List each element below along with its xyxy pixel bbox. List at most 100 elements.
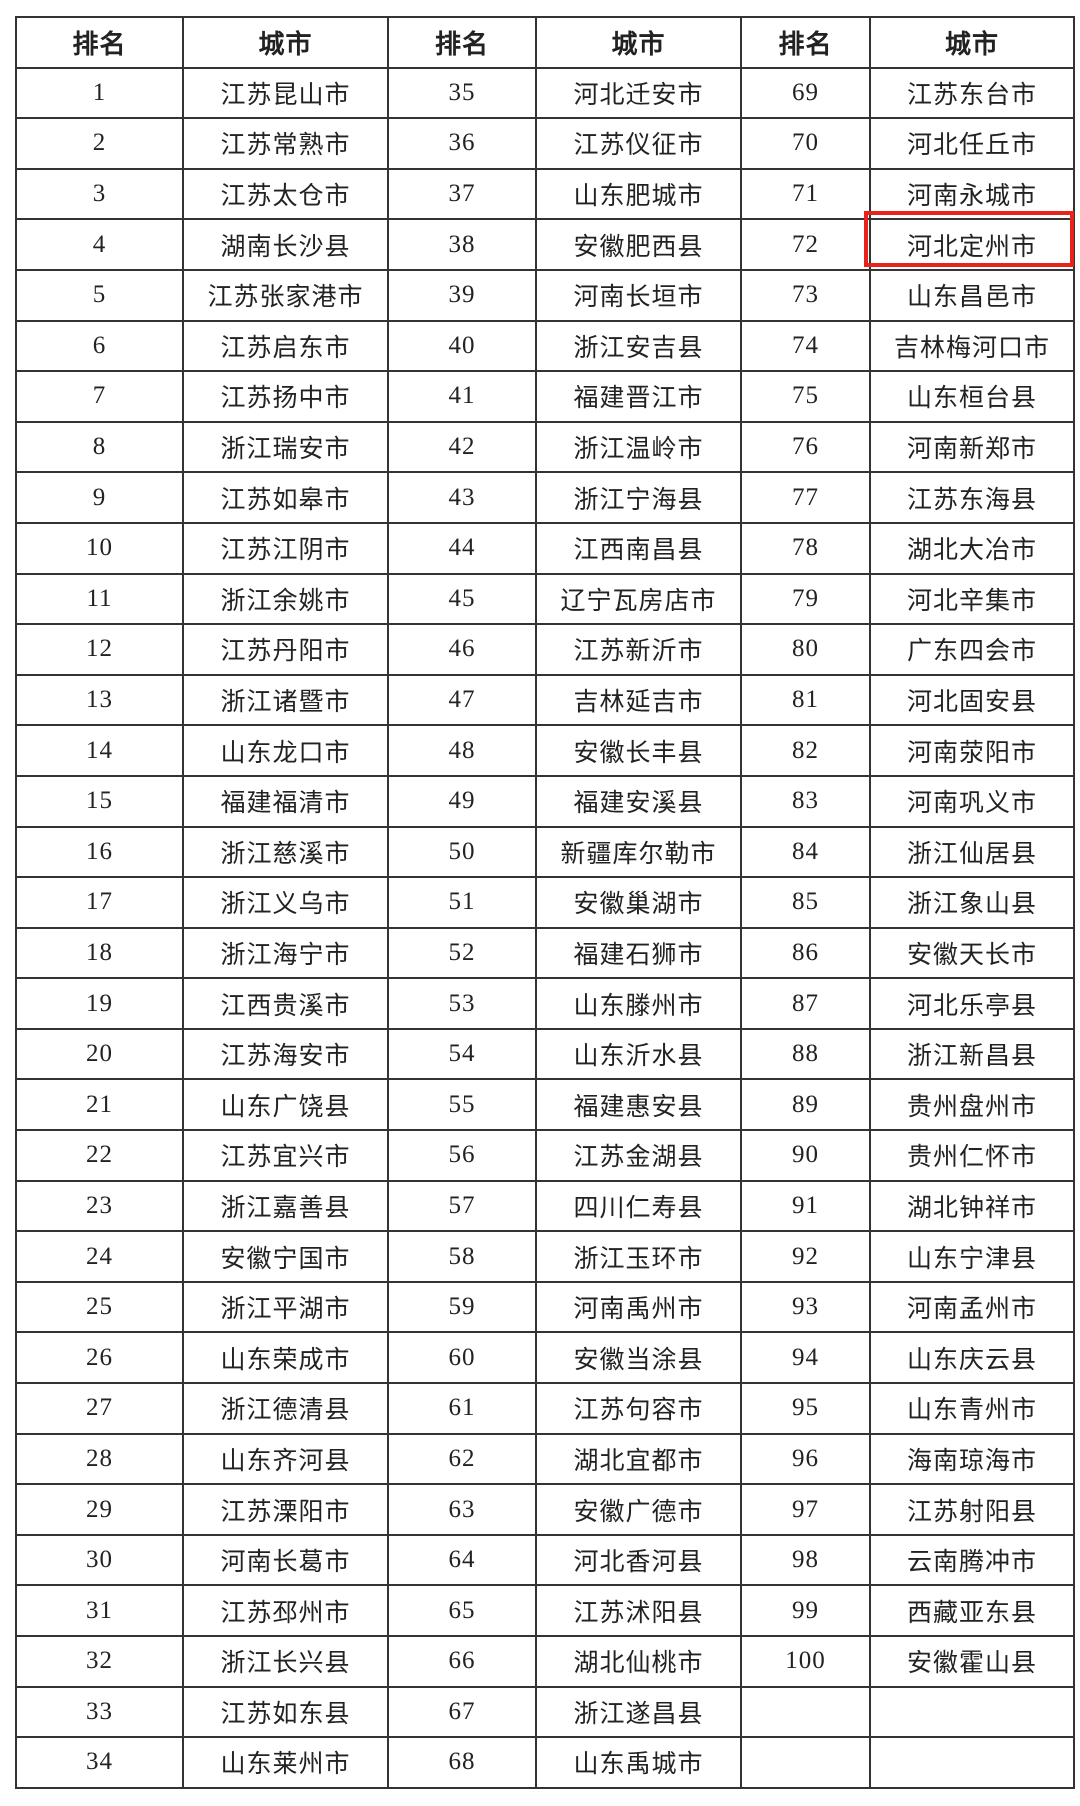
table-row: 5 江苏张家港市 39 河南长垣市 73 山东昌邑市 xyxy=(15,268,1075,322)
city-cell: 浙江仙居县 xyxy=(869,825,1075,879)
table-row: 10 江苏江阴市 44 江西南昌县 78 湖北大冶市 xyxy=(15,521,1075,575)
city-cell: 安徽肥西县 xyxy=(535,218,742,271)
city-cell: 浙江海宁市 xyxy=(182,926,389,980)
city-cell: 浙江温岭市 xyxy=(535,420,742,474)
city-cell: 江西南昌县 xyxy=(535,521,742,575)
city-cell: 河南荥阳市 xyxy=(869,724,1075,777)
table-row: 21 山东广饶县 55 福建惠安县 89 贵州盘州市 xyxy=(15,1078,1075,1132)
rank-cell: 63 xyxy=(387,1483,537,1536)
rank-cell: 10 xyxy=(15,521,184,575)
city-cell: 河南长垣市 xyxy=(535,268,742,322)
rank-cell: 97 xyxy=(740,1483,871,1536)
city-cell: 安徽长丰县 xyxy=(535,724,742,777)
city-cell: 江苏启东市 xyxy=(182,319,389,373)
city-cell: 山东沂水县 xyxy=(535,1027,742,1081)
rank-cell: 24 xyxy=(15,1230,184,1283)
table-row: 8 浙江瑞安市 42 浙江温岭市 76 河南新郑市 xyxy=(15,420,1075,474)
city-cell: 贵州盘州市 xyxy=(869,1078,1075,1132)
city-cell: 安徽天长市 xyxy=(869,926,1075,980)
header-rank: 排名 xyxy=(740,16,871,69)
city-cell: 山东荣成市 xyxy=(182,1331,389,1385)
city-cell: 浙江玉环市 xyxy=(535,1230,742,1283)
city-cell: 山东昌邑市 xyxy=(869,268,1075,322)
rank-cell: 11 xyxy=(15,572,184,626)
rank-cell: 88 xyxy=(740,1027,871,1081)
rank-cell: 48 xyxy=(387,724,537,777)
city-cell: 浙江瑞安市 xyxy=(182,420,389,474)
table-row: 25 浙江平湖市 59 河南禹州市 93 河南孟州市 xyxy=(15,1280,1075,1334)
city-cell: 江苏丹阳市 xyxy=(182,623,389,676)
city-cell: 江苏太仓市 xyxy=(182,167,389,221)
header-row: 排名 城市 排名 城市 排名 城市 xyxy=(15,16,1075,69)
city-cell: 湖北仙桃市 xyxy=(535,1635,742,1688)
city-cell: 江苏仪征市 xyxy=(535,117,742,170)
city-cell: 新疆库尔勒市 xyxy=(535,825,742,879)
rank-cell: 50 xyxy=(387,825,537,879)
rank-cell: 43 xyxy=(387,471,537,524)
city-cell xyxy=(869,1736,1075,1789)
city-cell: 吉林延吉市 xyxy=(535,673,742,727)
city-cell: 浙江长兴县 xyxy=(182,1635,389,1688)
rank-cell: 49 xyxy=(387,774,537,828)
rank-cell: 14 xyxy=(15,724,184,777)
rank-cell: 38 xyxy=(387,218,537,271)
rank-cell: 53 xyxy=(387,977,537,1030)
rank-cell: 80 xyxy=(740,623,871,676)
rank-cell: 87 xyxy=(740,977,871,1030)
city-cell: 江苏扬中市 xyxy=(182,370,389,423)
table-row: 12 江苏丹阳市 46 江苏新沂市 80 广东四会市 xyxy=(15,623,1075,676)
city-cell: 安徽巢湖市 xyxy=(535,876,742,929)
city-cell: 山东禹城市 xyxy=(535,1736,742,1789)
city-cell: 河北香河县 xyxy=(535,1533,742,1587)
city-cell: 四川仁寿县 xyxy=(535,1179,742,1233)
city-cell: 广东四会市 xyxy=(869,623,1075,676)
rank-cell: 26 xyxy=(15,1331,184,1385)
city-cell: 江苏张家港市 xyxy=(182,268,389,322)
table-row: 28 山东齐河县 62 湖北宜都市 96 海南琼海市 xyxy=(15,1432,1075,1486)
table-row: 3 江苏太仓市 37 山东肥城市 71 河南永城市 xyxy=(15,167,1075,221)
city-cell: 浙江安吉县 xyxy=(535,319,742,373)
rank-cell: 7 xyxy=(15,370,184,423)
rank-cell: 33 xyxy=(15,1685,184,1739)
rank-cell: 78 xyxy=(740,521,871,575)
rank-cell: 86 xyxy=(740,926,871,980)
rank-cell: 22 xyxy=(15,1129,184,1182)
rank-cell: 15 xyxy=(15,774,184,828)
city-cell: 浙江平湖市 xyxy=(182,1280,389,1334)
city-cell: 河北乐亭县 xyxy=(869,977,1075,1030)
rank-cell: 83 xyxy=(740,774,871,828)
city-cell: 河南新郑市 xyxy=(869,420,1075,474)
city-cell: 山东龙口市 xyxy=(182,724,389,777)
city-cell: 辽宁瓦房店市 xyxy=(535,572,742,626)
rank-cell: 55 xyxy=(387,1078,537,1132)
rank-cell: 72 xyxy=(740,218,871,271)
table-row: 27 浙江德清县 61 江苏句容市 95 山东青州市 xyxy=(15,1382,1075,1435)
rank-cell: 8 xyxy=(15,420,184,474)
rank-cell: 54 xyxy=(387,1027,537,1081)
city-cell: 浙江余姚市 xyxy=(182,572,389,626)
rank-cell: 13 xyxy=(15,673,184,727)
city-cell: 山东莱州市 xyxy=(182,1736,389,1789)
rank-cell: 77 xyxy=(740,471,871,524)
city-cell xyxy=(869,1685,1075,1739)
rank-cell xyxy=(740,1736,871,1789)
city-cell: 安徽霍山县 xyxy=(869,1635,1075,1688)
city-cell: 江苏海安市 xyxy=(182,1027,389,1081)
city-cell: 安徽当涂县 xyxy=(535,1331,742,1385)
rank-cell: 91 xyxy=(740,1179,871,1233)
rank-cell: 25 xyxy=(15,1280,184,1334)
city-cell: 安徽广德市 xyxy=(535,1483,742,1536)
table-row: 7 江苏扬中市 41 福建晋江市 75 山东桓台县 xyxy=(15,370,1075,423)
rank-cell: 23 xyxy=(15,1179,184,1233)
rank-cell: 2 xyxy=(15,117,184,170)
city-cell: 浙江新昌县 xyxy=(869,1027,1075,1081)
city-cell: 湖北大冶市 xyxy=(869,521,1075,575)
city-cell: 浙江慈溪市 xyxy=(182,825,389,879)
header-city: 城市 xyxy=(535,16,742,69)
city-cell: 河北辛集市 xyxy=(869,572,1075,626)
table-row: 24 安徽宁国市 58 浙江玉环市 92 山东宁津县 xyxy=(15,1230,1075,1283)
header-city: 城市 xyxy=(182,16,389,69)
rank-cell xyxy=(740,1685,871,1739)
city-cell: 山东肥城市 xyxy=(535,167,742,221)
rank-cell: 56 xyxy=(387,1129,537,1182)
